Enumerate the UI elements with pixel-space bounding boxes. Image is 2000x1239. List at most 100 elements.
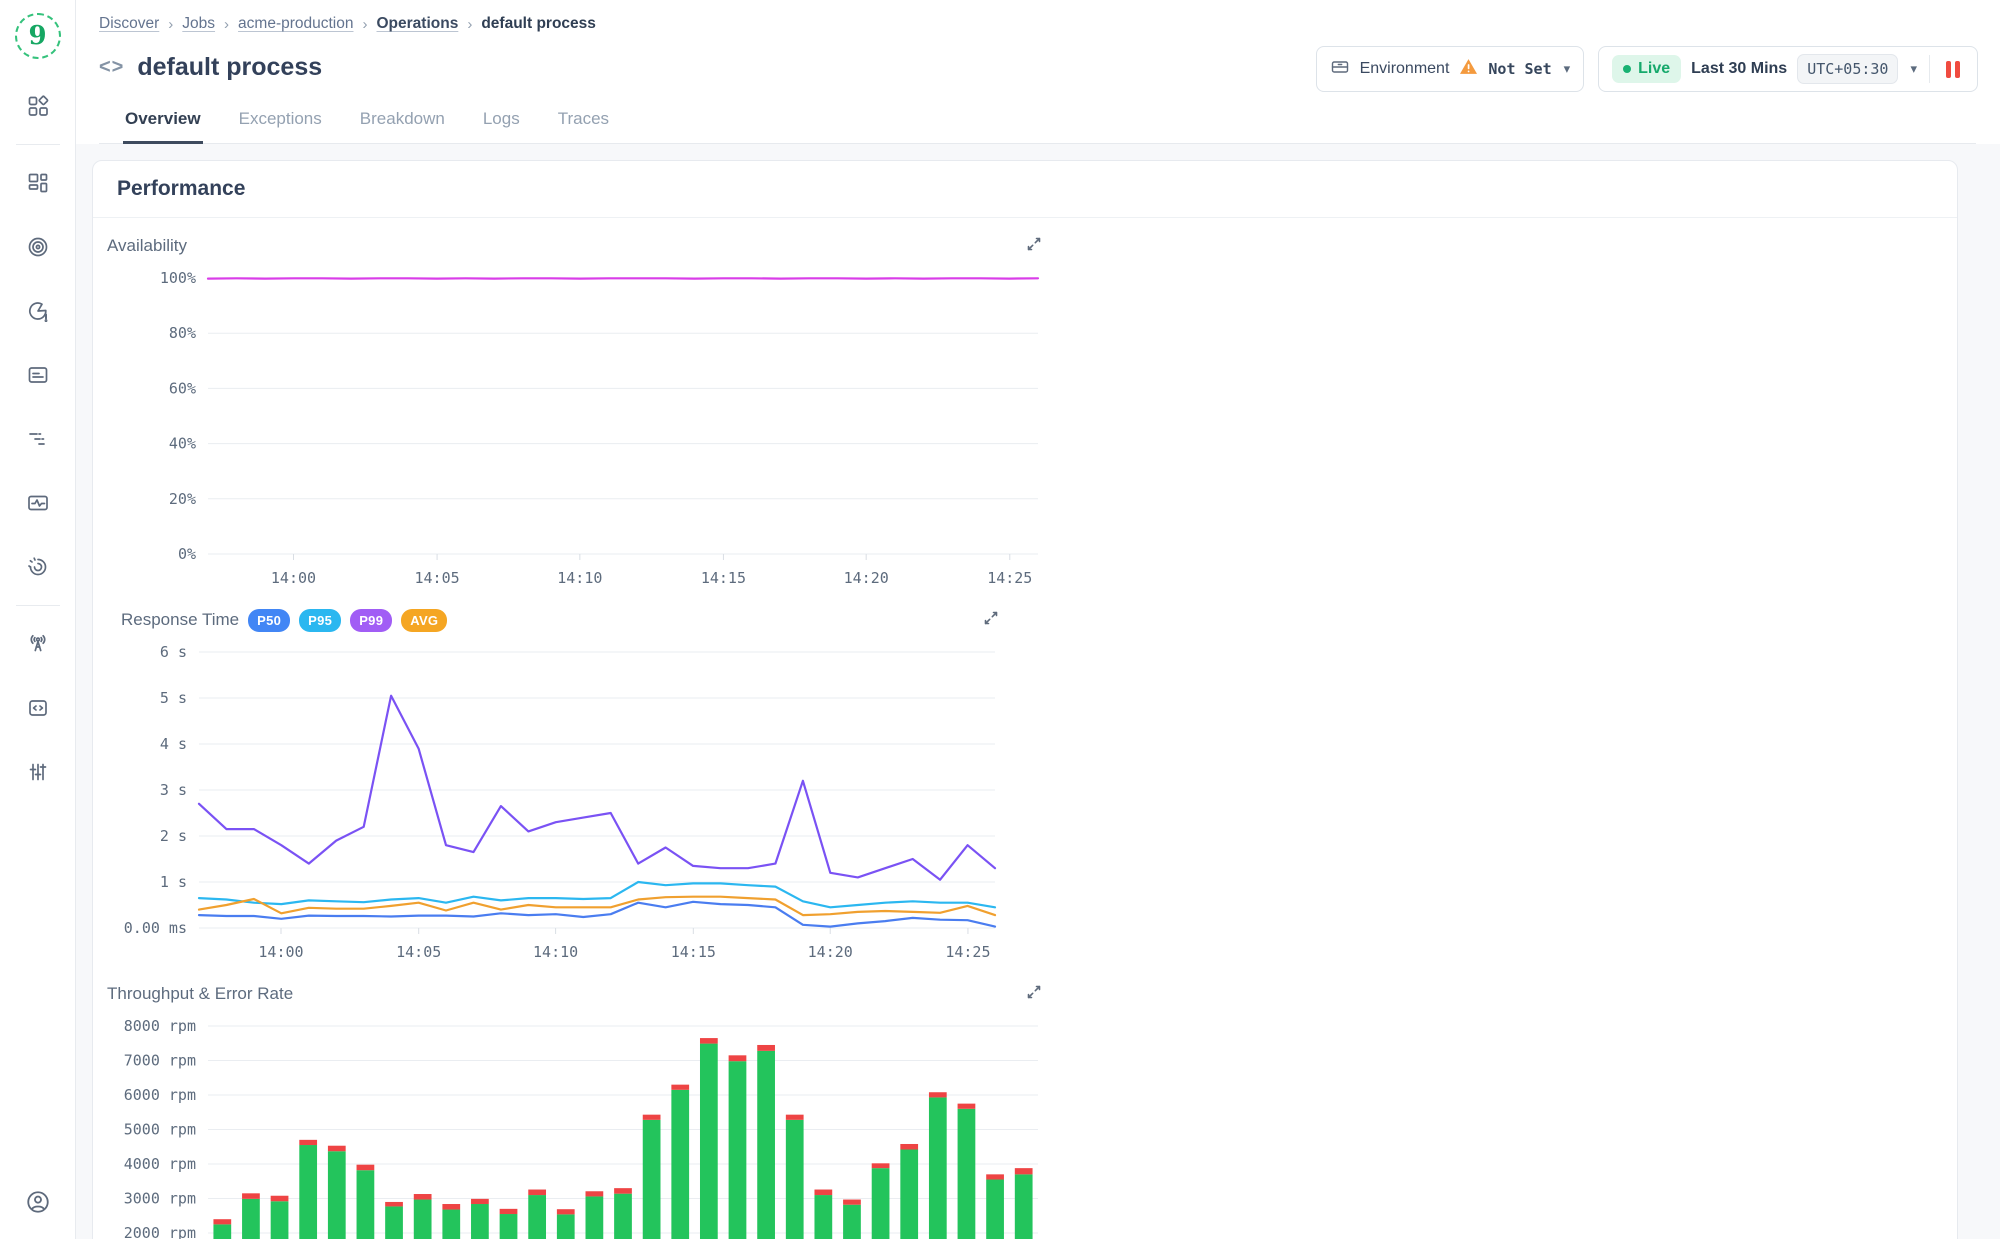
tab-bar: Overview Exceptions Breakdown Logs Traces (99, 98, 1976, 144)
performance-title: Performance (117, 177, 245, 201)
page-title: default process (137, 53, 322, 82)
app-root: 9 (0, 0, 2000, 1239)
response-time-expand-icon[interactable] (981, 608, 1001, 628)
code-box-icon (26, 696, 50, 720)
sidebar-item-dashboards[interactable] (17, 162, 59, 204)
svg-text:0%: 0% (178, 545, 196, 563)
breadcrumb-item-jobs[interactable]: Jobs (182, 15, 215, 33)
account-icon (25, 1189, 51, 1215)
breadcrumb-separator: › (168, 16, 173, 33)
header-controls: Environment Not Set ▾ Live Last 30 Mins … (1316, 46, 1978, 92)
response-time-plot: 6 s5 s4 s3 s2 s1 s0.00 ms14:0014:0514:10… (117, 636, 1005, 966)
response-time-chart-title: Response Time (121, 610, 239, 630)
legend-badge-p95[interactable]: P95 (299, 609, 341, 632)
breadcrumb-item-acme-production[interactable]: acme-production (238, 15, 353, 33)
sidebar-item-metrics[interactable] (17, 482, 59, 524)
sidebar-item-settings[interactable] (17, 751, 59, 793)
availability-plot: 100%80%60%40%20%0%14:0014:0514:1014:1514… (103, 262, 1048, 592)
sidebar-item-apps[interactable] (17, 85, 59, 127)
time-range-label[interactable]: Last 30 Mins (1691, 60, 1787, 78)
sidebar-item-incidents[interactable] (17, 290, 59, 332)
svg-text:100%: 100% (160, 269, 196, 287)
trace-spans-icon (26, 427, 50, 451)
throughput-chart-header: Throughput & Error Rate (107, 978, 1048, 1010)
svg-text:20%: 20% (169, 490, 196, 508)
grafana-icon (26, 555, 50, 579)
throughput-chart-title: Throughput & Error Rate (107, 984, 293, 1004)
svg-text:4000 rpm: 4000 rpm (124, 1155, 196, 1173)
svg-text:2000 rpm: 2000 rpm (124, 1224, 196, 1239)
sidebar-item-broadcast[interactable] (17, 623, 59, 665)
response-time-chart-header: Response Time P50 P95 P99 AVG (121, 604, 1005, 636)
sidebar-item-logs[interactable] (17, 354, 59, 396)
legend-badge-p50[interactable]: P50 (248, 609, 290, 632)
sidebar-divider (16, 144, 60, 145)
logo-glyph: 9 (28, 21, 46, 51)
throughput-expand-icon[interactable] (1024, 982, 1044, 1002)
svg-text:60%: 60% (169, 379, 196, 397)
sidebar-item-traces[interactable] (17, 418, 59, 460)
environment-value: Not Set (1488, 60, 1551, 78)
report-alert-icon (26, 299, 50, 323)
live-toggle[interactable]: Live (1612, 55, 1681, 83)
app-logo[interactable]: 9 (15, 13, 61, 59)
divider (1929, 55, 1930, 83)
svg-text:14:00: 14:00 (271, 569, 316, 587)
svg-text:7000 rpm: 7000 rpm (124, 1052, 196, 1070)
chevron-down-icon[interactable]: ▾ (1910, 61, 1917, 77)
timezone-pill[interactable]: UTC+05:30 (1797, 54, 1898, 84)
throughput-plot: 8000 rpm 7000 rpm 6000 rpm 5000 rpm 4000 rpm… (103, 1010, 1048, 1239)
svg-text:14:20: 14:20 (844, 569, 889, 587)
environment-selector[interactable]: Environment Not Set ▾ (1316, 46, 1585, 92)
boards-icon (26, 171, 50, 195)
tab-breakdown[interactable]: Breakdown (358, 98, 447, 144)
svg-text:3000 rpm: 3000 rpm (124, 1190, 196, 1208)
svg-text:5 s: 5 s (160, 689, 187, 707)
legend-badge-avg[interactable]: AVG (401, 609, 447, 632)
live-dot-icon (1623, 65, 1631, 73)
time-range-control: Live Last 30 Mins UTC+05:30 ▾ (1598, 46, 1978, 92)
sidebar-item-account[interactable] (17, 1181, 59, 1223)
breadcrumb-item-discover[interactable]: Discover (99, 15, 159, 33)
svg-text:14:05: 14:05 (396, 943, 441, 961)
svg-text:6000 rpm: 6000 rpm (124, 1086, 196, 1104)
sidebar-item-monitors[interactable] (17, 226, 59, 268)
response-time-chart: Response TimeP50P95P99AVG6 s5 s4 s3 s2 s… (117, 592, 1005, 966)
page-content: Performance Availability100%80%60%40%20%… (75, 144, 2000, 1239)
environment-icon (1330, 57, 1350, 82)
sliders-icon (26, 760, 50, 784)
pause-button[interactable] (1942, 57, 1964, 82)
tab-logs[interactable]: Logs (481, 98, 522, 144)
code-icon: <> (99, 56, 124, 79)
charts-grid: Availability100%80%60%40%20%0%14:0014:05… (93, 218, 1957, 1239)
svg-text:0.00 ms: 0.00 ms (124, 919, 187, 937)
tab-exceptions[interactable]: Exceptions (237, 98, 324, 144)
svg-text:4 s: 4 s (160, 735, 187, 753)
tab-overview[interactable]: Overview (123, 98, 203, 144)
sidebar-item-deployments[interactable] (17, 687, 59, 729)
live-label: Live (1638, 60, 1670, 78)
warning-icon (1459, 58, 1478, 80)
metrics-pulse-icon (26, 491, 50, 515)
availability-expand-icon[interactable] (1024, 234, 1044, 254)
svg-text:14:25: 14:25 (945, 943, 990, 961)
target-icon (26, 235, 50, 259)
svg-text:14:15: 14:15 (701, 569, 746, 587)
svg-text:14:00: 14:00 (258, 943, 303, 961)
svg-text:14:20: 14:20 (808, 943, 853, 961)
svg-text:14:10: 14:10 (557, 569, 602, 587)
svg-text:3 s: 3 s (160, 781, 187, 799)
breadcrumb-item-default-process: default process (481, 15, 596, 33)
legend-badge-p99[interactable]: P99 (350, 609, 392, 632)
svg-text:8000 rpm: 8000 rpm (124, 1017, 196, 1035)
breadcrumb-separator: › (224, 16, 229, 33)
tab-traces[interactable]: Traces (556, 98, 611, 144)
svg-text:5000 rpm: 5000 rpm (124, 1121, 196, 1139)
svg-text:14:10: 14:10 (533, 943, 578, 961)
breadcrumb-separator: › (467, 16, 472, 33)
performance-card-header: Performance (93, 161, 1957, 218)
svg-text:6 s: 6 s (160, 643, 187, 661)
sidebar-item-grafana[interactable] (17, 546, 59, 588)
environment-label: Environment (1360, 60, 1450, 78)
breadcrumb-item-operations[interactable]: Operations (377, 15, 459, 33)
